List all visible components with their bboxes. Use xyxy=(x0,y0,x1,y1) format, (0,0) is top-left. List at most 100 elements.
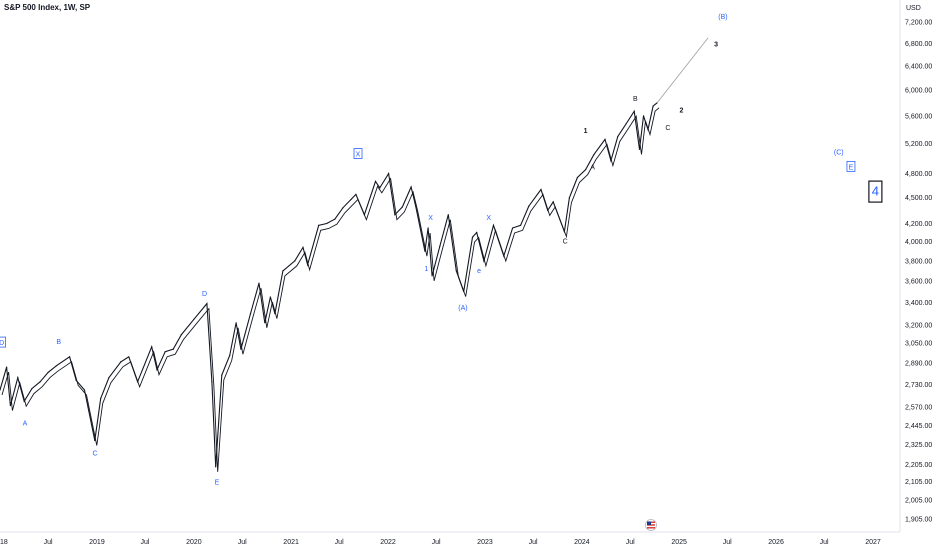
data-point xyxy=(520,224,522,226)
wave-label-text: D xyxy=(202,291,207,298)
data-point xyxy=(471,236,474,238)
wave-label: 4 xyxy=(868,180,883,203)
data-point xyxy=(511,227,514,229)
data-point xyxy=(455,270,457,272)
price-axis[interactable]: 7,200.00 6,800.00 6,400.00 6,000.00 5,600.00… xyxy=(905,20,932,524)
time-tick-label: Jul xyxy=(432,539,441,546)
wave-label-text: C xyxy=(93,450,98,457)
data-point xyxy=(108,377,110,379)
projection-line[interactable] xyxy=(656,37,709,104)
data-point xyxy=(415,205,417,207)
data-point xyxy=(206,303,208,305)
data-point xyxy=(282,270,284,272)
wave-label-box xyxy=(0,336,6,348)
projection-segment[interactable] xyxy=(656,37,709,104)
data-point xyxy=(447,214,449,216)
chart-title: S&P 500 Index, 1W, SP xyxy=(4,3,91,12)
data-point xyxy=(638,148,641,150)
time-tick-label: Jul xyxy=(141,539,150,546)
data-point xyxy=(427,227,429,229)
price-tick-label: 3,400.00 xyxy=(905,300,932,307)
data-point xyxy=(269,296,271,298)
data-point xyxy=(642,115,645,117)
data-point xyxy=(240,348,242,350)
time-tick-label: 2019 xyxy=(89,539,105,546)
data-point xyxy=(334,218,336,220)
data-point xyxy=(431,275,433,277)
wave-label: X xyxy=(428,215,433,222)
wave-label-text: 3 xyxy=(714,41,718,48)
time-tick-label: 2020 xyxy=(186,539,202,546)
wave-label-text: e xyxy=(477,268,481,275)
wave-label: C xyxy=(563,239,568,246)
time-tick-label: 2024 xyxy=(574,539,590,546)
data-point xyxy=(439,245,441,247)
price-tick-label: 3,600.00 xyxy=(905,279,932,286)
time-tick-label: 2022 xyxy=(380,539,396,546)
wave-labels: D B A C D E X X 1 (A) e X C A 1 B C 2 3 (B) (C) E 4 xyxy=(0,14,883,487)
wave-label-text: C xyxy=(563,239,568,246)
price-tick-label: 5,200.00 xyxy=(905,141,932,148)
wave-label: A xyxy=(590,164,595,171)
data-point xyxy=(180,334,182,336)
wave-label-text: (B) xyxy=(718,14,727,21)
data-point xyxy=(47,371,49,373)
flag-icon[interactable] xyxy=(645,519,657,531)
data-point xyxy=(211,381,213,383)
data-point xyxy=(137,381,139,383)
wave-label-text: D xyxy=(0,340,4,347)
wave-label-text: X xyxy=(486,215,491,222)
data-point xyxy=(374,180,377,182)
wave-label-text: E xyxy=(849,164,854,171)
wave-label-text: A xyxy=(590,164,595,171)
data-point xyxy=(264,322,266,324)
data-point xyxy=(120,361,122,363)
wave-label: X xyxy=(353,148,363,159)
wave-label-text: B xyxy=(633,96,638,103)
wave-label: 1 xyxy=(584,128,588,135)
time-tick-label: Jul xyxy=(529,539,538,546)
time-tick-label: 2021 xyxy=(283,539,299,546)
data-point xyxy=(604,138,606,140)
time-tick-label: Jul xyxy=(238,539,247,546)
data-point xyxy=(350,198,352,200)
data-point xyxy=(235,322,237,324)
wave-label: D xyxy=(0,336,6,348)
data-point xyxy=(568,197,571,199)
data-point xyxy=(563,231,566,233)
data-point xyxy=(585,169,587,171)
price-tick-label: 6,400.00 xyxy=(905,64,932,71)
data-point xyxy=(294,260,296,262)
data-point xyxy=(229,354,231,357)
data-point xyxy=(172,348,174,350)
data-point xyxy=(249,313,252,315)
time-tick-label: Jul xyxy=(335,539,344,546)
wave-label-text: B xyxy=(56,339,61,346)
data-point xyxy=(394,214,396,216)
data-point xyxy=(355,193,357,195)
data-point xyxy=(274,313,276,315)
wave-label: e xyxy=(477,268,481,275)
data-point xyxy=(540,188,542,191)
wave-label-text: 1 xyxy=(424,266,428,273)
data-point xyxy=(476,231,478,234)
time-axis[interactable]: 2018 Jul 2019 Jul 2020 Jul 2021 Jul 2022 Jul 2023 J… xyxy=(0,539,881,546)
data-point xyxy=(75,379,77,381)
data-point xyxy=(193,318,195,320)
price-tick-label: 2,105.00 xyxy=(905,479,932,486)
price-tick-label: 4,000.00 xyxy=(905,239,932,246)
data-point xyxy=(652,105,654,107)
data-point xyxy=(55,365,57,367)
data-point xyxy=(221,374,223,376)
series-line xyxy=(0,102,658,467)
data-point xyxy=(100,397,102,399)
wave-label-text: X xyxy=(356,152,361,159)
wave-label: 3 xyxy=(714,41,718,48)
price-series xyxy=(0,102,660,472)
price-tick-label: 5,600.00 xyxy=(905,113,932,120)
time-tick-label: Jul xyxy=(723,539,732,546)
price-tick-label: 2,890.00 xyxy=(905,361,932,368)
wave-label: B xyxy=(633,96,638,103)
currency-label[interactable]: USD xyxy=(906,5,921,12)
